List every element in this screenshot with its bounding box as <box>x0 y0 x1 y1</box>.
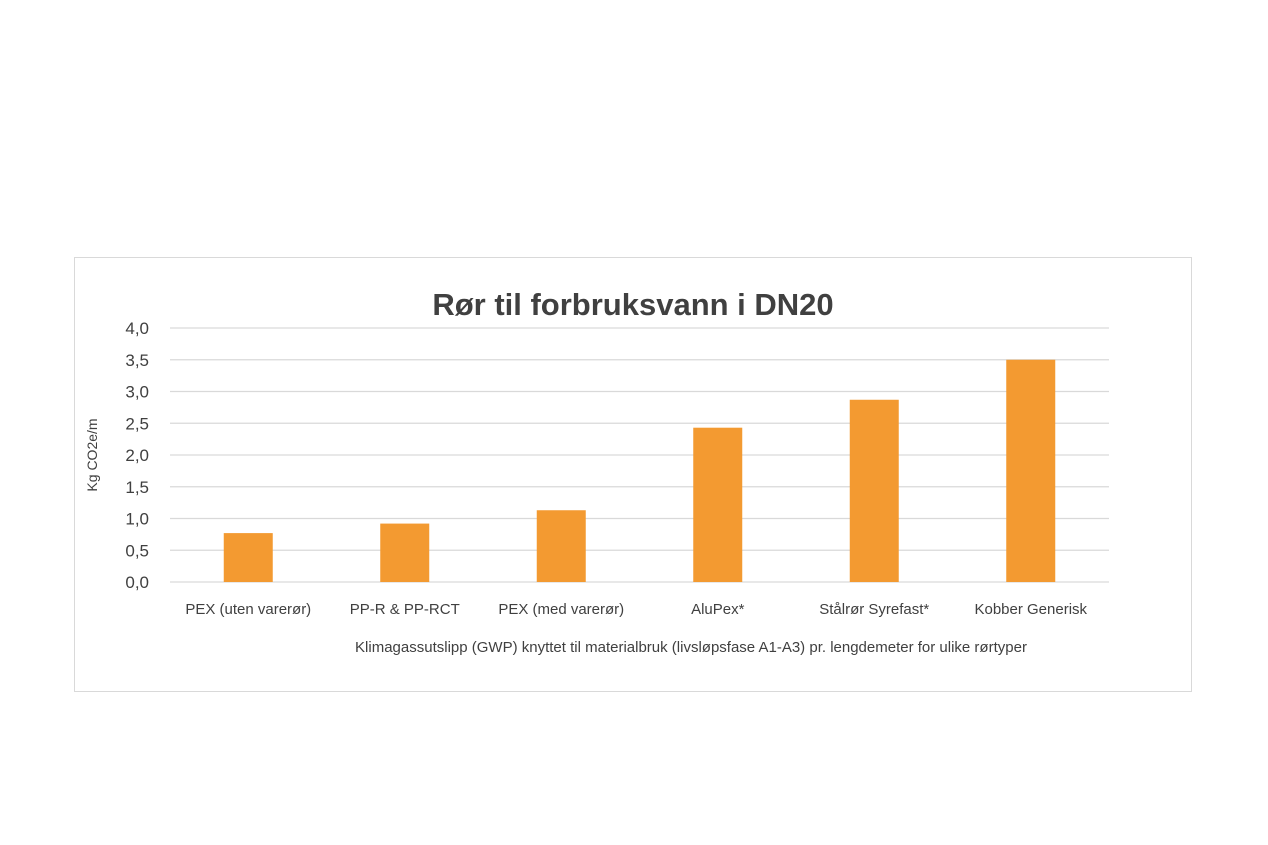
y-axis-title: Kg CO2e/m <box>84 418 100 491</box>
x-category-label: Stålrør Syrefast* <box>819 601 929 618</box>
chart-title: Rør til forbruksvann i DN20 <box>432 287 833 322</box>
y-tick-label: 0,0 <box>125 573 149 592</box>
bar <box>223 533 273 582</box>
x-category-label: Kobber Generisk <box>974 601 1087 618</box>
y-tick-label: 0,5 <box>125 541 149 560</box>
x-category-label: PEX (uten varerør) <box>185 601 311 618</box>
y-tick-label: 4,0 <box>125 319 149 338</box>
y-tick-label: 2,0 <box>125 446 149 465</box>
chart-svg: 0,0 0,5 1,0 1,5 2,0 2,5 3,0 3,5 4,0 PEX (uten va… <box>84 287 1109 656</box>
x-axis-title: Klimagassutslipp (GWP) knyttet til mater… <box>355 639 1027 656</box>
y-tick-label: 2,5 <box>125 414 149 433</box>
x-category-label: PP-R & PP-RCT <box>350 601 460 618</box>
y-tick-label: 3,0 <box>125 383 149 402</box>
bar <box>1006 359 1056 582</box>
bar <box>849 399 899 582</box>
bar <box>536 510 586 582</box>
chart-frame: 0,0 0,5 1,0 1,5 2,0 2,5 3,0 3,5 4,0 PEX (uten va… <box>74 257 1192 692</box>
y-tick-label: 3,5 <box>125 351 149 370</box>
bar <box>380 523 430 582</box>
x-category-label: AluPex* <box>691 601 745 618</box>
bar <box>693 427 743 582</box>
x-category-label: PEX (med varerør) <box>498 601 624 618</box>
y-tick-label: 1,0 <box>125 510 149 529</box>
y-tick-label: 1,5 <box>125 478 149 497</box>
